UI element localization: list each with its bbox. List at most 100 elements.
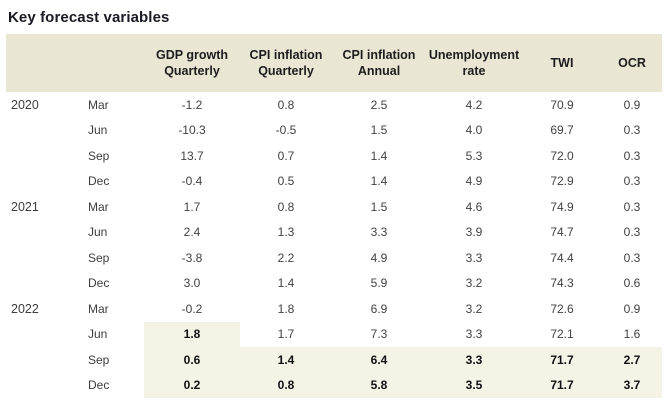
table-row: 2021 Mar 1.7 0.8 1.5 4.6 74.9 0.3 <box>6 194 662 220</box>
cell-value: 0.9 <box>623 97 641 112</box>
cell-year: 2021 <box>11 199 39 214</box>
cell-forecast-value: 0.6 <box>144 347 240 373</box>
cell-quarter: Mar <box>88 97 109 112</box>
cell-year <box>6 271 70 297</box>
cell-value: -10.3 <box>178 123 206 138</box>
cell-value: 1.4 <box>370 148 388 163</box>
cell-quarter: Jun <box>88 123 108 138</box>
table-row: Sep -3.8 2.2 4.9 3.3 74.4 0.3 <box>6 245 662 271</box>
header-unemployment: Unemployment rate <box>426 34 522 92</box>
cell-forecast-value: 1.4 <box>240 347 332 373</box>
cell-value: -0.5 <box>275 123 297 138</box>
cell-value: 5.3 <box>465 148 483 163</box>
cell-value: 3.2 <box>465 276 483 291</box>
cell-value: 72.0 <box>550 148 574 163</box>
cell-quarter: Sep <box>88 148 110 163</box>
cell-value: 1.4 <box>370 174 388 189</box>
table-body: 2020 Mar -1.2 0.8 2.5 4.2 70.9 0.9 Jun -10.3 -0.5 1… <box>6 92 662 398</box>
cell-value: 4.6 <box>465 199 483 214</box>
cell-value: 0.3 <box>623 148 641 163</box>
header-quarter <box>70 34 144 92</box>
cell-value: 4.9 <box>370 250 388 265</box>
header-gdp-growth: GDP growth Quarterly <box>144 34 240 92</box>
cell-value: 72.1 <box>550 327 574 342</box>
page-title: Key forecast variables <box>8 9 170 26</box>
cell-value: 3.2 <box>465 301 483 316</box>
table-row: 2022 Mar -0.2 1.8 6.9 3.2 72.6 0.9 <box>6 296 662 322</box>
cell-forecast-value: 1.8 <box>144 321 240 347</box>
cell-value: 13.7 <box>180 148 204 163</box>
cell-quarter: Jun <box>88 327 108 342</box>
cell-value: 1.5 <box>370 123 388 138</box>
cell-forecast-value: 71.7 <box>522 347 602 373</box>
cell-year <box>6 245 70 271</box>
cell-value: 2.4 <box>183 225 201 240</box>
table-row: Dec 0.2 0.8 5.8 3.5 71.7 3.7 <box>6 372 662 399</box>
cell-value: 72.6 <box>550 301 574 316</box>
header-line: GDP growth <box>156 47 228 62</box>
table-row: Jun -10.3 -0.5 1.5 4.0 69.7 0.3 <box>6 118 662 144</box>
cell-value: 1.6 <box>623 327 641 342</box>
cell-value: 3.3 <box>465 250 483 265</box>
header-line: TWI <box>550 55 574 70</box>
cell-quarter: Mar <box>88 301 109 316</box>
cell-value: -0.4 <box>181 174 203 189</box>
cell-value: 74.3 <box>550 276 574 291</box>
cell-year <box>6 373 70 399</box>
cell-forecast-value: 2.7 <box>602 347 662 373</box>
cell-value: 3.3 <box>370 225 388 240</box>
cell-value: -1.2 <box>181 97 203 112</box>
cell-value: 0.8 <box>277 97 295 112</box>
header-line: Quarterly <box>164 64 220 78</box>
cell-value: 72.9 <box>550 174 574 189</box>
cell-quarter: Jun <box>88 225 108 240</box>
cell-forecast-value: 0.2 <box>144 372 240 398</box>
cell-value: 4.0 <box>465 123 483 138</box>
cell-year <box>6 220 70 246</box>
cell-value: 0.7 <box>277 148 295 163</box>
cell-value: 2.2 <box>277 250 295 265</box>
cell-forecast-value: 3.7 <box>602 372 662 398</box>
cell-value: 1.5 <box>370 199 388 214</box>
cell-forecast-value: 6.4 <box>332 347 426 373</box>
header-twi: TWI <box>522 34 602 92</box>
cell-value: 6.9 <box>370 301 388 316</box>
cell-value: 74.7 <box>550 225 574 240</box>
table-row: Dec -0.4 0.5 1.4 4.9 72.9 0.3 <box>6 169 662 195</box>
cell-value: 4.9 <box>465 174 483 189</box>
table-row: Dec 3.0 1.4 5.9 3.2 74.3 0.6 <box>6 271 662 297</box>
cell-year <box>6 169 70 195</box>
cell-value: 0.5 <box>277 174 295 189</box>
header-year <box>6 34 70 92</box>
cell-value: 0.3 <box>623 123 641 138</box>
cell-value: 1.3 <box>277 225 295 240</box>
cell-forecast-value: 3.3 <box>426 347 522 373</box>
cell-value: 1.7 <box>277 327 295 342</box>
cell-value: 3.3 <box>465 327 483 342</box>
table-row: 2020 Mar -1.2 0.8 2.5 4.2 70.9 0.9 <box>6 92 662 118</box>
cell-value: 74.4 <box>550 250 574 265</box>
cell-quarter: Sep <box>88 250 110 265</box>
table-row: Jun 1.8 1.7 7.3 3.3 72.1 1.6 <box>6 321 662 347</box>
header-cpi-quarterly: CPI inflation Quarterly <box>240 34 332 92</box>
table-header: GDP growth Quarterly CPI inflation Quart… <box>6 34 662 92</box>
cell-year <box>6 143 70 169</box>
cell-value: 69.7 <box>550 123 574 138</box>
cell-value: 0.6 <box>623 276 641 291</box>
cell-forecast-value: 5.8 <box>332 372 426 398</box>
table-row: Jun 2.4 1.3 3.3 3.9 74.7 0.3 <box>6 220 662 246</box>
cell-value: -0.2 <box>181 301 203 316</box>
cell-forecast-value: 71.7 <box>522 372 602 398</box>
cell-value: 1.8 <box>277 301 295 316</box>
header-line: Quarterly <box>258 64 314 78</box>
table-row: Sep 13.7 0.7 1.4 5.3 72.0 0.3 <box>6 143 662 169</box>
cell-quarter: Dec <box>88 378 110 393</box>
cell-value: -3.8 <box>181 250 203 265</box>
cell-value: 0.9 <box>623 301 641 316</box>
header-ocr: OCR <box>602 34 662 92</box>
header-line: CPI inflation <box>249 47 323 62</box>
header-line: Unemployment <box>428 47 520 62</box>
cell-value: 0.3 <box>623 199 641 214</box>
header-line: CPI inflation <box>342 47 416 62</box>
